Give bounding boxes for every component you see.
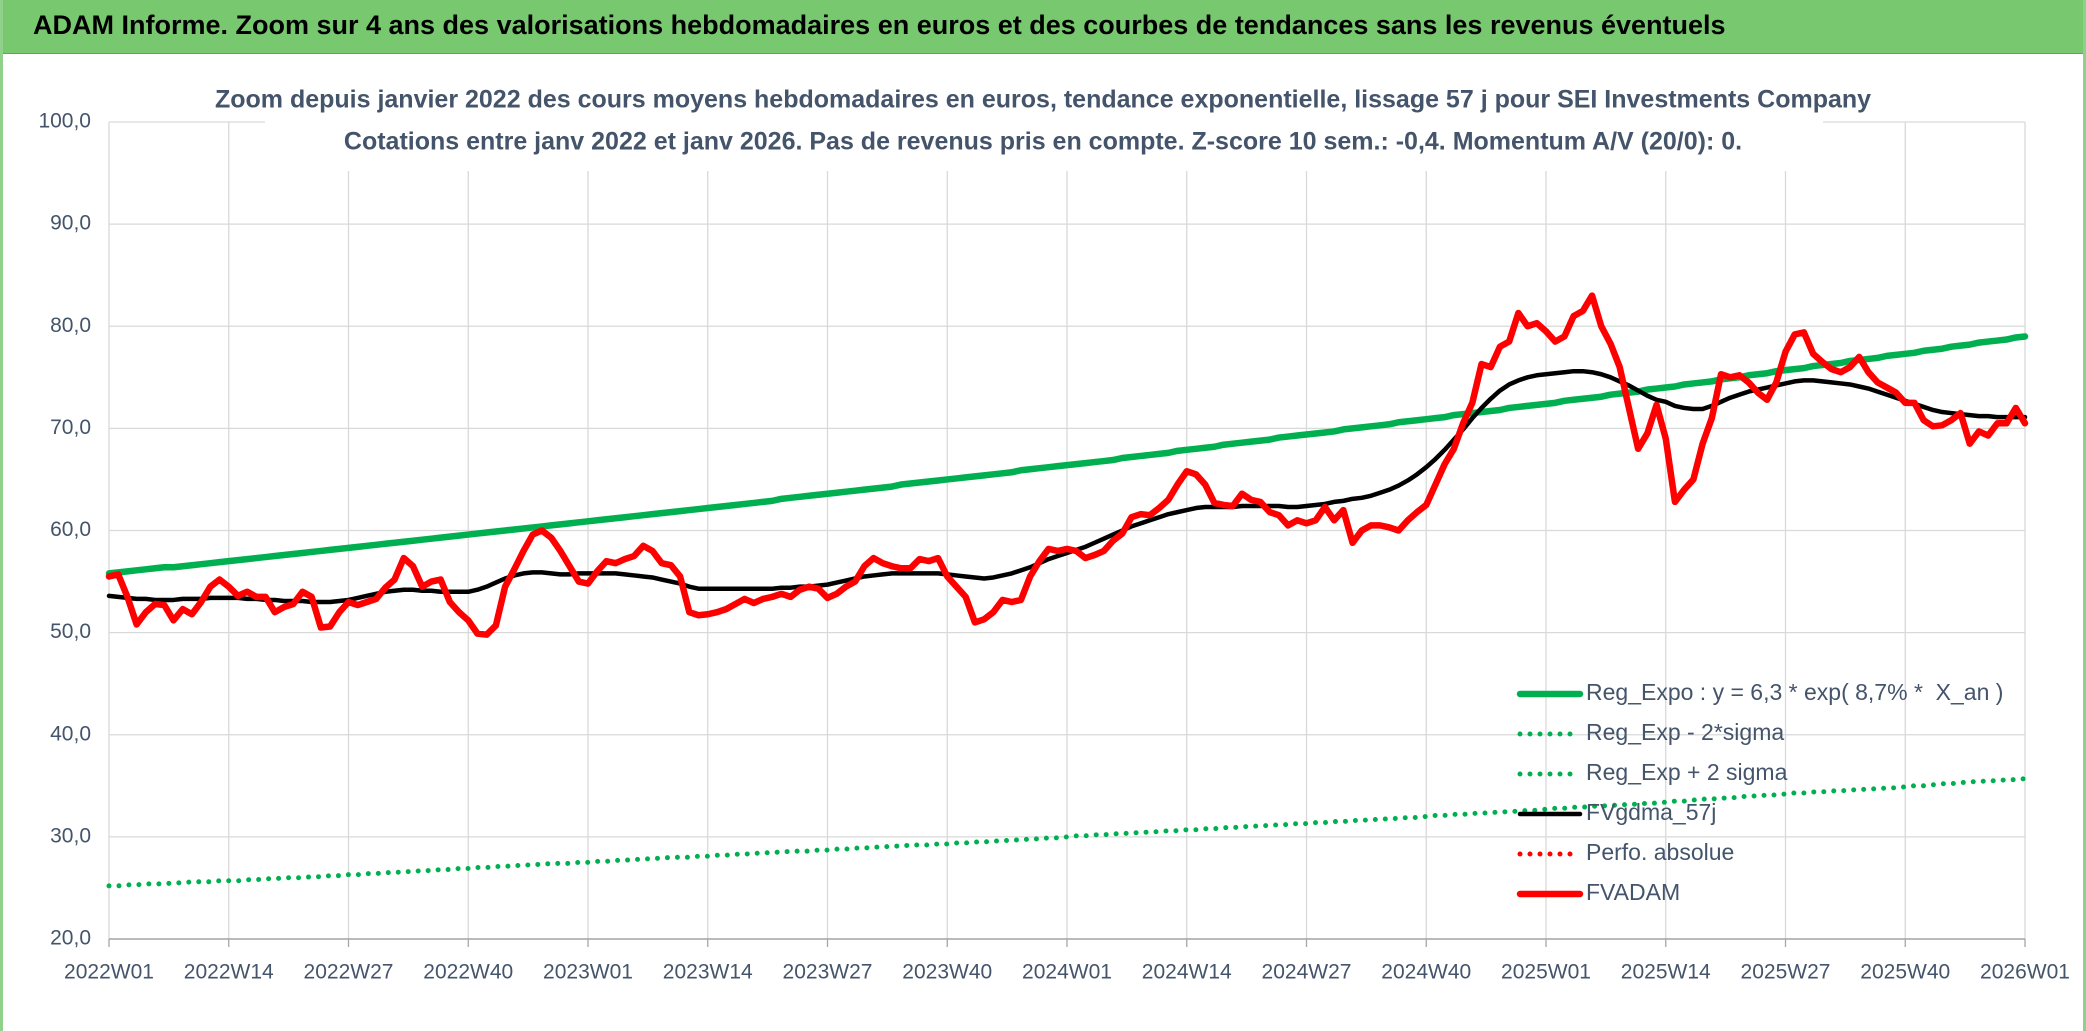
series-line bbox=[105, 333, 2029, 577]
chart: 20,0 30,0 40,0 50,0 60,0 70,0 80,0 90,0 100,0 202… bbox=[38, 77, 2070, 984]
x-tick-label: 2025W27 bbox=[1741, 961, 1831, 984]
y-tick-label: 100,0 bbox=[38, 110, 91, 133]
x-tick-label: 2023W40 bbox=[902, 961, 992, 984]
x-tick-label: 2022W14 bbox=[184, 961, 274, 984]
series-line bbox=[105, 292, 2029, 638]
x-tick-label: 2023W01 bbox=[543, 961, 633, 984]
y-tick-label: 50,0 bbox=[50, 620, 91, 643]
x-tick-label: 2023W27 bbox=[783, 961, 873, 984]
y-tick-label: 60,0 bbox=[50, 518, 91, 541]
y-tick-label: 80,0 bbox=[50, 314, 91, 337]
y-tick-label: 40,0 bbox=[50, 722, 91, 745]
x-tick-label: 2025W14 bbox=[1621, 961, 1711, 984]
series-line bbox=[106, 776, 2028, 889]
x-tick-label: 2026W01 bbox=[1980, 961, 2070, 984]
x-tick-label: 2022W40 bbox=[423, 961, 513, 984]
x-tick-label: 2024W14 bbox=[1142, 961, 1232, 984]
x-tick-label: 2024W27 bbox=[1262, 961, 1352, 984]
y-tick-label: 70,0 bbox=[50, 416, 91, 439]
x-tick-label: 2022W27 bbox=[304, 961, 394, 984]
legend-label: Reg_Expo : y = 6,3 * exp( 8,7% * X_an ) bbox=[1586, 679, 2003, 705]
x-tick-label: 2024W01 bbox=[1022, 961, 1112, 984]
legend-label: FVgdma_57j bbox=[1586, 799, 1716, 825]
page-title: ADAM Informe. Zoom sur 4 ans des valoris… bbox=[33, 10, 1726, 40]
chart-subtitle: Zoom depuis janvier 2022 des cours moyen… bbox=[215, 86, 1871, 114]
x-tick-label: 2025W40 bbox=[1860, 961, 1950, 984]
header-bar: ADAM Informe. Zoom sur 4 ans des valoris… bbox=[3, 0, 2083, 54]
legend-label: FVADAM bbox=[1586, 879, 1680, 905]
x-tick-label: 2024W40 bbox=[1381, 961, 1471, 984]
x-tick-label: 2025W01 bbox=[1501, 961, 1591, 984]
legend-label: Reg_Exp + 2 sigma bbox=[1586, 759, 1788, 785]
x-tick-label: 2023W14 bbox=[663, 961, 753, 984]
y-tick-label: 30,0 bbox=[50, 824, 91, 847]
series-line bbox=[106, 368, 2028, 605]
subtitle-background bbox=[265, 77, 1823, 171]
legend-label: Reg_Exp - 2*sigma bbox=[1586, 719, 1784, 745]
chart-subtitle: Cotations entre janv 2022 et janv 2026. … bbox=[344, 128, 1742, 156]
y-tick-label: 90,0 bbox=[50, 212, 91, 235]
x-tick-label: 2022W01 bbox=[64, 961, 154, 984]
y-tick-label: 20,0 bbox=[50, 927, 91, 950]
legend-label: Perfo. absolue bbox=[1586, 839, 1734, 865]
